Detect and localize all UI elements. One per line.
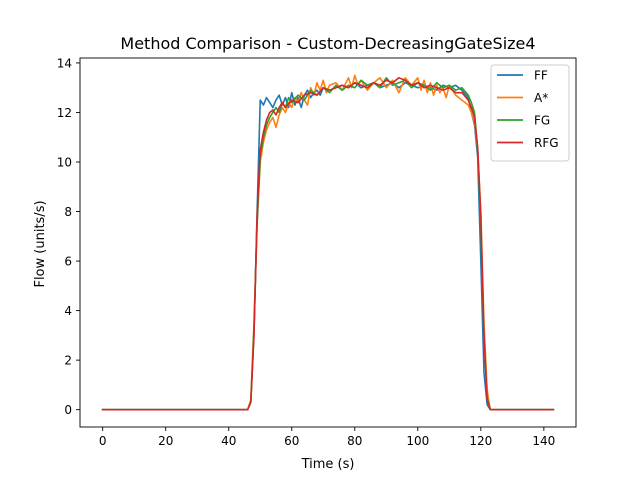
series-line-fg (101, 77, 555, 411)
y-tick-label: 12 (57, 106, 72, 120)
plot-area: 0 20 40 60 80 100 120 140 0 2 4 6 8 10 12 14 (57, 56, 577, 448)
x-tick-label: 100 (406, 434, 429, 448)
y-tick-label: 8 (64, 205, 72, 219)
legend-label-rfg: RFG (534, 136, 559, 150)
x-tick-label: 120 (469, 434, 492, 448)
x-axis-label: Time (s) (301, 457, 355, 472)
legend-box (490, 64, 570, 162)
chart-title: Method Comparison - Custom-DecreasingGat… (120, 34, 535, 53)
y-tick-label: 10 (57, 156, 72, 170)
x-tick-label: 80 (347, 434, 362, 448)
x-tick-label: 20 (158, 434, 173, 448)
y-tick-label: 14 (57, 56, 72, 70)
y-tick-label: 4 (64, 304, 72, 318)
series-lines (101, 74, 555, 411)
y-tick-label: 2 (64, 354, 72, 368)
x-tick-label: 60 (284, 434, 299, 448)
x-tick-label: 0 (99, 434, 107, 448)
x-tick-label: 140 (532, 434, 555, 448)
x-tick-label: 40 (221, 434, 236, 448)
y-tick-label: 0 (64, 403, 72, 417)
legend-label-fg: FG (534, 114, 550, 128)
legend-label-astar: A* (534, 91, 548, 105)
legend-label-ff: FF (534, 69, 548, 83)
legend: FF A* FG RFG (490, 64, 570, 162)
y-tick-label: 6 (64, 255, 72, 269)
series-line-rfg (101, 77, 555, 411)
y-axis-label: Flow (units/s) (33, 200, 48, 287)
axes-frame (79, 57, 577, 428)
